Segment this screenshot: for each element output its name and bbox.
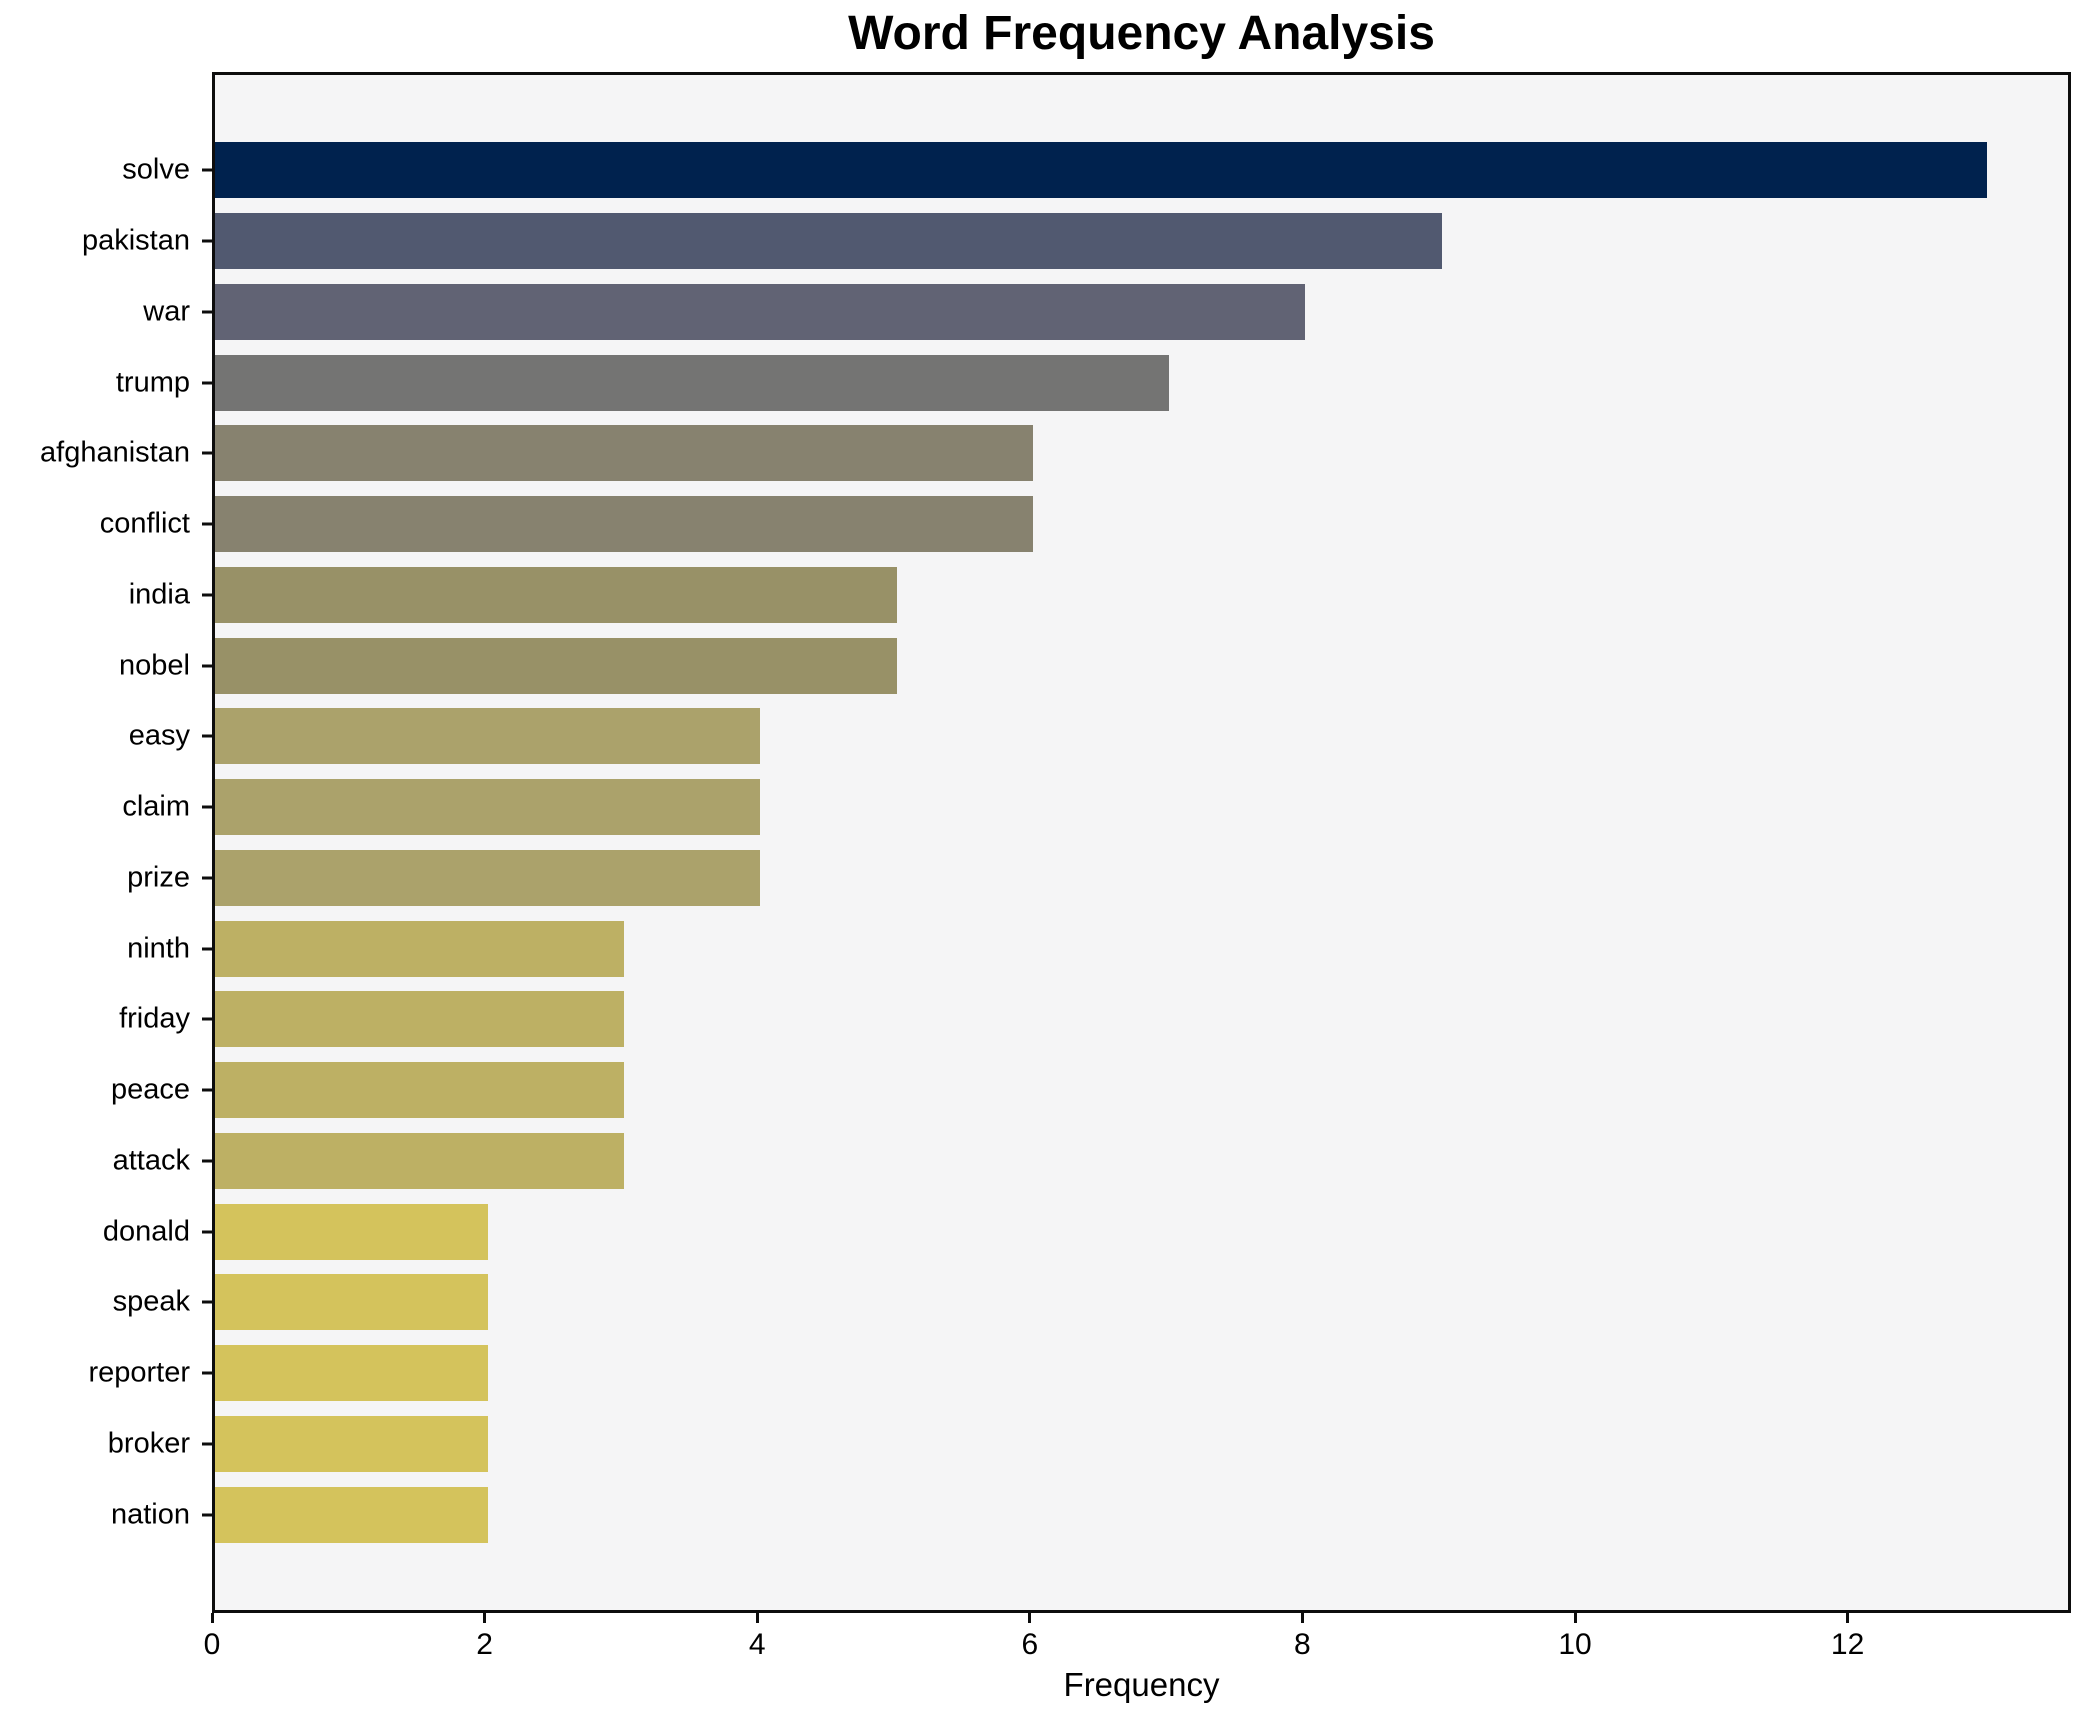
y-tick-mark [202, 1230, 212, 1234]
x-tick-mark-10 [1573, 1613, 1577, 1623]
bar-pakistan [215, 213, 1442, 270]
bar-nobel [215, 637, 897, 694]
x-tick-mark-4 [755, 1613, 759, 1623]
y-tick-label-trump: trump [115, 366, 190, 399]
bar-row-conflict: conflict [100, 489, 2068, 560]
y-tick-mark [202, 734, 212, 738]
bar-row-ninth: ninth [127, 913, 2068, 984]
bar-easy [215, 708, 761, 765]
y-tick-label-attack: attack [112, 1144, 190, 1177]
y-tick-mark [202, 1371, 212, 1375]
y-tick-label-easy: easy [128, 719, 190, 752]
x-tick-label-2: 2 [476, 1628, 493, 1661]
bar-row-donald: donald [103, 1196, 2068, 1267]
bar-row-reporter: reporter [88, 1338, 2068, 1409]
x-tick-label-8: 8 [1294, 1628, 1311, 1661]
bar-friday [215, 991, 624, 1048]
bar-row-war: war [143, 277, 2068, 348]
y-tick-mark [202, 947, 212, 951]
y-tick-mark [202, 1088, 212, 1092]
y-tick-mark [202, 876, 212, 880]
x-tick-mark-12 [1846, 1613, 1850, 1623]
y-tick-mark [202, 522, 212, 526]
bar-row-trump: trump [116, 347, 2068, 418]
y-tick-label-pakistan: pakistan [81, 224, 190, 257]
bar-row-claim: claim [122, 772, 2068, 843]
bar-row-friday: friday [119, 984, 2068, 1055]
y-tick-label-india: india [128, 578, 190, 611]
bar-speak [215, 1274, 488, 1331]
y-tick-label-reporter: reporter [88, 1356, 190, 1389]
bar-ninth [215, 920, 624, 977]
bar-solve [215, 142, 1987, 199]
y-tick-mark [202, 664, 212, 668]
bar-row-afghanistan: afghanistan [40, 418, 2068, 489]
bar-row-attack: attack [113, 1126, 2068, 1197]
x-tick-mark-8 [1300, 1613, 1304, 1623]
x-tick-mark-6 [1028, 1613, 1032, 1623]
x-tick-label-10: 10 [1558, 1628, 1592, 1661]
bar-claim [215, 779, 761, 836]
y-tick-label-conflict: conflict [99, 507, 190, 540]
bar-row-speak: speak [113, 1267, 2068, 1338]
y-tick-label-afghanistan: afghanistan [40, 436, 190, 469]
bar-india [215, 566, 897, 623]
y-tick-mark [202, 1513, 212, 1517]
x-tick-label-4: 4 [748, 1628, 766, 1661]
y-tick-label-friday: friday [119, 1002, 190, 1035]
x-tick-label-6: 6 [1021, 1628, 1039, 1661]
y-tick-label-ninth: ninth [127, 932, 190, 965]
bar-conflict [215, 496, 1033, 553]
y-tick-mark [202, 1017, 212, 1021]
chart-title: Word Frequency Analysis [848, 7, 1435, 60]
bar-trump [215, 354, 1170, 411]
y-tick-mark [202, 1442, 212, 1446]
y-tick-mark [202, 310, 212, 314]
y-tick-mark [202, 239, 212, 243]
bar-donald [215, 1203, 488, 1260]
y-tick-label-broker: broker [107, 1427, 190, 1460]
x-tick-label-12: 12 [1830, 1628, 1865, 1661]
bar-nation [215, 1486, 488, 1543]
x-tick-label-0: 0 [203, 1628, 221, 1661]
x-axis-label: Frequency [1063, 1666, 1220, 1703]
y-tick-label-prize: prize [127, 861, 190, 894]
y-tick-label-speak: speak [112, 1285, 190, 1318]
y-tick-label-war: war [143, 295, 190, 328]
bar-row-solve: solve [122, 135, 2068, 206]
bar-war [215, 283, 1306, 340]
x-tick-mark-2 [483, 1613, 487, 1623]
bar-row-pakistan: pakistan [82, 206, 2068, 277]
y-tick-mark [202, 168, 212, 172]
y-tick-mark [202, 381, 212, 385]
bar-row-peace: peace [111, 1055, 2068, 1126]
y-tick-label-solve: solve [122, 153, 190, 186]
x-tick-mark-0 [210, 1613, 214, 1623]
y-tick-label-donald: donald [102, 1215, 190, 1248]
bar-row-broker: broker [108, 1409, 2068, 1480]
bar-row-nobel: nobel [119, 630, 2068, 701]
y-tick-label-nation: nation [110, 1498, 190, 1531]
bar-row-prize: prize [127, 843, 2068, 914]
bar-attack [215, 1132, 624, 1189]
plot-area: solve pakistan war trump afghanistan conflict… [40, 72, 2071, 1613]
y-tick-label-peace: peace [110, 1073, 190, 1106]
bar-afghanistan [215, 425, 1033, 482]
bar-prize [215, 849, 761, 906]
y-tick-mark [202, 805, 212, 809]
bar-row-easy: easy [129, 701, 2068, 772]
bar-reporter [215, 1345, 488, 1402]
y-tick-label-claim: claim [122, 790, 190, 823]
bar-row-india: india [129, 560, 2068, 631]
bar-broker [215, 1415, 488, 1472]
y-tick-mark [202, 451, 212, 455]
bar-row-nation: nation [111, 1479, 2068, 1550]
y-tick-mark [202, 1159, 212, 1163]
y-tick-label-nobel: nobel [119, 649, 190, 682]
bar-rows-container: solve pakistan war trump afghanistan conflict… [40, 135, 2068, 1550]
bar-peace [215, 1062, 624, 1119]
y-tick-mark [202, 593, 212, 597]
y-tick-mark [202, 1300, 212, 1304]
